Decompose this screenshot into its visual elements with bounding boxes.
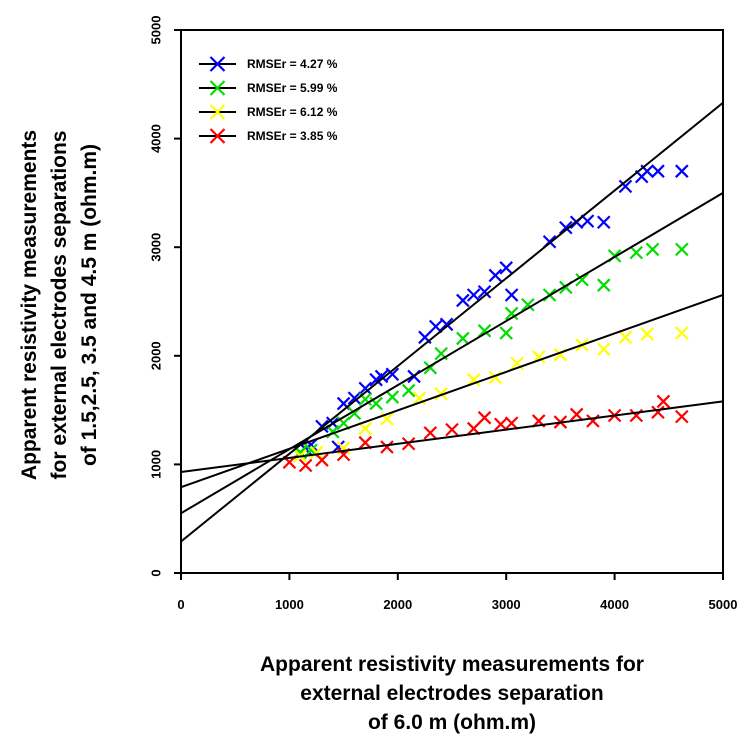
data-point-series-4 xyxy=(298,458,313,473)
data-point-series-2 xyxy=(645,242,660,257)
data-point-series-1 xyxy=(336,396,351,411)
data-point-series-4 xyxy=(675,409,689,424)
data-point-series-1 xyxy=(675,164,689,178)
data-point-series-1 xyxy=(559,220,573,235)
y-tick-label: 5000 xyxy=(148,16,163,45)
data-point-series-2 xyxy=(499,326,513,340)
x-axis-title-line: external electrodes separation xyxy=(300,682,603,705)
data-point-series-2 xyxy=(477,324,492,338)
data-point-series-3 xyxy=(358,421,373,436)
data-point-series-4 xyxy=(423,426,438,440)
x-axis-title-line: Apparent resistivity measurements for xyxy=(260,653,644,676)
y-tick-label: 0 xyxy=(148,569,163,576)
y-tick-label: 1000 xyxy=(148,450,163,479)
data-point-series-4 xyxy=(477,410,492,425)
data-point-series-1 xyxy=(596,215,611,229)
data-point-series-2 xyxy=(675,242,689,257)
data-point-series-2 xyxy=(575,273,589,287)
y-tick-label: 2000 xyxy=(148,341,163,370)
legend-marker xyxy=(209,80,226,96)
data-point-series-1 xyxy=(439,317,454,332)
x-tick-label: 4000 xyxy=(600,597,629,612)
data-point-series-2 xyxy=(521,297,535,312)
fit-line-series-1 xyxy=(180,101,724,543)
x-tick-label: 1000 xyxy=(275,597,304,612)
data-point-series-1 xyxy=(456,293,470,308)
legend-label: RMSEr = 6.12 % xyxy=(247,105,338,119)
fit-line-series-4 xyxy=(180,400,724,473)
data-point-series-1 xyxy=(651,164,665,178)
data-point-series-2 xyxy=(385,390,400,404)
data-point-series-1 xyxy=(477,284,492,299)
data-point-series-1 xyxy=(580,214,595,228)
data-point-series-4 xyxy=(315,453,329,467)
data-point-series-3 xyxy=(618,330,633,345)
data-point-series-1 xyxy=(304,438,318,452)
data-point-series-2 xyxy=(504,306,519,321)
legend: RMSEr = 4.27 % RMSEr = 5.99 % RMSEr = 6.12… xyxy=(199,56,338,144)
data-point-series-2 xyxy=(596,278,611,292)
x-tick-label: 3000 xyxy=(492,597,521,612)
plot-frame xyxy=(180,29,724,574)
legend-label: RMSEr = 4.27 % xyxy=(247,57,338,71)
data-point-series-1 xyxy=(488,268,503,283)
y-axis-title-line: Apparent resistivity measurements xyxy=(18,130,41,480)
data-point-series-1 xyxy=(385,367,400,382)
data-point-series-2 xyxy=(401,383,416,398)
x-tick-label: 5000 xyxy=(709,597,738,612)
legend-marker xyxy=(209,128,226,144)
legend-label: RMSEr = 3.85 % xyxy=(247,129,338,143)
y-tick-label: 3000 xyxy=(148,233,163,262)
data-points xyxy=(282,164,689,473)
data-point-series-3 xyxy=(434,387,448,401)
data-point-series-4 xyxy=(494,417,508,431)
data-point-series-4 xyxy=(651,405,665,420)
data-point-series-2 xyxy=(456,331,470,346)
data-point-series-1 xyxy=(428,319,443,334)
data-point-series-4 xyxy=(401,436,416,451)
fit-lines xyxy=(180,101,724,543)
data-point-series-1 xyxy=(618,179,633,194)
data-point-series-4 xyxy=(504,416,519,430)
data-point-series-3 xyxy=(640,327,654,341)
data-point-series-4 xyxy=(380,440,394,454)
data-point-series-1 xyxy=(358,381,373,396)
x-axis-title-line: of 6.0 m (ohm.m) xyxy=(368,711,536,734)
y-axis-title: Apparent resistivity measurements for ext… xyxy=(18,130,101,480)
data-point-series-3 xyxy=(466,372,481,387)
fit-line-series-3 xyxy=(180,294,724,489)
data-point-series-3 xyxy=(675,326,689,340)
legend-label: RMSEr = 5.99 % xyxy=(247,81,338,95)
fit-line-series-2 xyxy=(180,192,724,515)
data-point-series-1 xyxy=(347,391,362,405)
data-point-series-4 xyxy=(445,422,459,437)
data-point-series-4 xyxy=(656,394,671,409)
legend-marker xyxy=(209,104,226,120)
legend-marker xyxy=(209,56,226,72)
data-point-series-3 xyxy=(309,445,324,460)
data-point-series-1 xyxy=(499,261,513,275)
data-point-series-1 xyxy=(466,288,481,302)
data-point-series-1 xyxy=(374,369,389,384)
x-axis-title: Apparent resistivity measurements for ext… xyxy=(260,653,644,734)
y-axis-title-line: for external electrodes separations xyxy=(48,131,71,480)
x-tick-label: 0 xyxy=(177,597,184,612)
data-point-series-3 xyxy=(596,342,611,357)
data-point-series-1 xyxy=(504,288,519,302)
data-point-series-4 xyxy=(586,414,600,428)
axes: 0 1000 2000 3000 4000 5000 0 1000 2000 3000 4000 50… xyxy=(148,16,737,612)
data-point-series-4 xyxy=(569,407,584,422)
x-tick-label: 2000 xyxy=(383,597,412,612)
data-point-series-2 xyxy=(629,245,644,260)
y-axis-title-line: of 1.5,2.5, 3.5 and 4.5 m (ohm.m) xyxy=(78,144,101,466)
y-tick-label: 4000 xyxy=(148,124,163,153)
